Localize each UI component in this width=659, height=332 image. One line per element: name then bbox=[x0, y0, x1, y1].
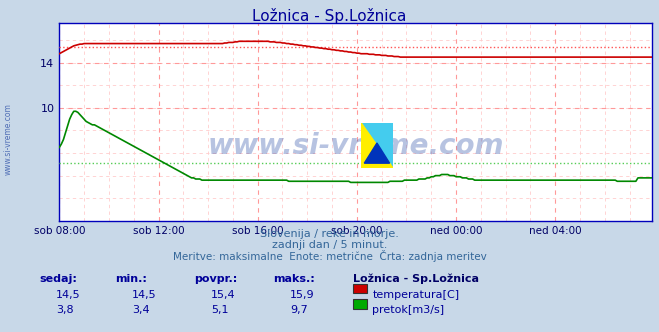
Text: 14,5: 14,5 bbox=[56, 290, 80, 299]
Polygon shape bbox=[364, 143, 389, 163]
Text: maks.:: maks.: bbox=[273, 274, 315, 284]
Polygon shape bbox=[361, 123, 393, 168]
Text: povpr.:: povpr.: bbox=[194, 274, 238, 284]
Text: www.si-vreme.com: www.si-vreme.com bbox=[208, 132, 504, 160]
Text: 9,7: 9,7 bbox=[290, 305, 308, 315]
Text: Ložnica - Sp.Ložnica: Ložnica - Sp.Ložnica bbox=[353, 274, 478, 285]
Text: 15,4: 15,4 bbox=[211, 290, 235, 299]
Text: 5,1: 5,1 bbox=[211, 305, 229, 315]
Text: pretok[m3/s]: pretok[m3/s] bbox=[372, 305, 444, 315]
Text: sedaj:: sedaj: bbox=[40, 274, 77, 284]
Text: Slovenija / reke in morje.: Slovenija / reke in morje. bbox=[260, 229, 399, 239]
Text: 14,5: 14,5 bbox=[132, 290, 156, 299]
Text: 15,9: 15,9 bbox=[290, 290, 314, 299]
Text: temperatura[C]: temperatura[C] bbox=[372, 290, 459, 299]
Text: www.si-vreme.com: www.si-vreme.com bbox=[3, 104, 13, 175]
Text: zadnji dan / 5 minut.: zadnji dan / 5 minut. bbox=[272, 240, 387, 250]
Text: 3,8: 3,8 bbox=[56, 305, 74, 315]
Polygon shape bbox=[361, 123, 393, 168]
Text: min.:: min.: bbox=[115, 274, 147, 284]
Text: Ložnica - Sp.Ložnica: Ložnica - Sp.Ložnica bbox=[252, 8, 407, 24]
Text: Meritve: maksimalne  Enote: metrične  Črta: zadnja meritev: Meritve: maksimalne Enote: metrične Črta… bbox=[173, 250, 486, 262]
Text: 3,4: 3,4 bbox=[132, 305, 150, 315]
